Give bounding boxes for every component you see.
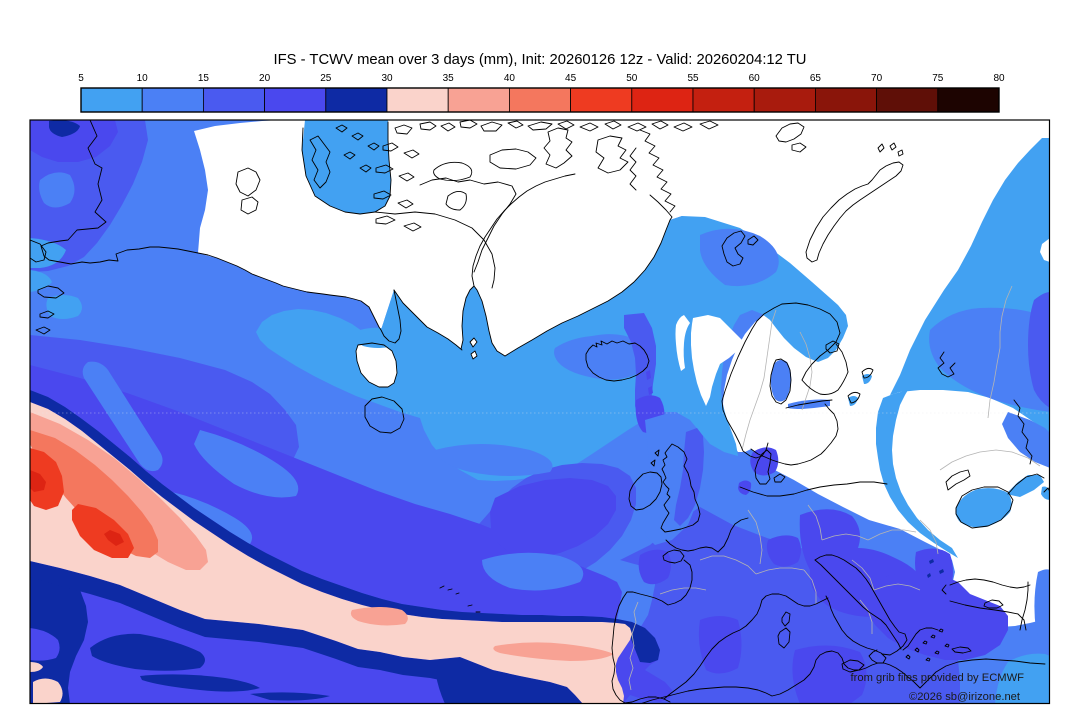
svg-text:10: 10 [137,73,149,84]
svg-text:55: 55 [687,73,699,84]
svg-text:40: 40 [504,73,516,84]
svg-text:70: 70 [871,73,883,84]
svg-text:©2026 sb@irizone.net: ©2026 sb@irizone.net [909,691,1021,703]
svg-text:80: 80 [993,73,1005,84]
svg-text:45: 45 [565,73,577,84]
svg-text:from grib files provided by EC: from grib files provided by ECMWF [851,672,1025,684]
svg-text:50: 50 [626,73,638,84]
svg-text:IFS - TCWV mean over 3 days (m: IFS - TCWV mean over 3 days (mm), Init: … [274,52,807,68]
svg-text:30: 30 [381,73,393,84]
svg-text:75: 75 [932,73,944,84]
svg-text:20: 20 [259,73,271,84]
svg-text:25: 25 [320,73,332,84]
svg-text:5: 5 [78,73,84,84]
svg-text:35: 35 [443,73,455,84]
svg-text:60: 60 [749,73,761,84]
svg-text:15: 15 [198,73,210,84]
svg-text:65: 65 [810,73,822,84]
